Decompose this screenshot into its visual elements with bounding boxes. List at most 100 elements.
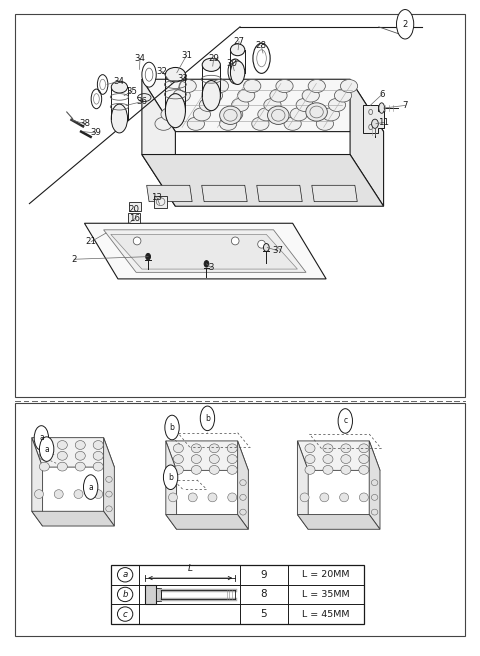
Ellipse shape xyxy=(199,98,216,112)
Ellipse shape xyxy=(219,117,237,131)
Text: 2: 2 xyxy=(71,255,77,264)
Ellipse shape xyxy=(323,466,333,474)
Ellipse shape xyxy=(227,466,237,474)
Ellipse shape xyxy=(230,44,245,56)
Ellipse shape xyxy=(372,480,378,485)
Text: 6: 6 xyxy=(379,90,385,99)
Ellipse shape xyxy=(57,462,67,471)
Polygon shape xyxy=(369,441,380,529)
Ellipse shape xyxy=(264,98,281,112)
Text: 30: 30 xyxy=(227,59,238,68)
Text: b: b xyxy=(205,414,210,423)
Polygon shape xyxy=(147,185,192,201)
Text: 32: 32 xyxy=(156,67,168,76)
Bar xyxy=(15,403,465,636)
Text: 5: 5 xyxy=(261,609,267,619)
Ellipse shape xyxy=(335,89,352,102)
Text: a: a xyxy=(122,570,128,579)
Ellipse shape xyxy=(187,117,204,131)
Ellipse shape xyxy=(220,106,241,125)
Ellipse shape xyxy=(238,89,255,102)
Ellipse shape xyxy=(39,441,49,449)
Ellipse shape xyxy=(93,451,103,461)
Text: 35: 35 xyxy=(127,87,138,96)
Ellipse shape xyxy=(84,475,98,499)
Ellipse shape xyxy=(228,493,237,502)
Text: a: a xyxy=(88,483,93,491)
Ellipse shape xyxy=(93,441,103,449)
Ellipse shape xyxy=(209,444,219,453)
Ellipse shape xyxy=(39,437,54,461)
Text: a: a xyxy=(39,434,44,443)
Ellipse shape xyxy=(192,444,201,453)
Text: b: b xyxy=(122,590,128,599)
Ellipse shape xyxy=(379,103,384,113)
Ellipse shape xyxy=(146,253,151,260)
Polygon shape xyxy=(166,441,177,529)
Polygon shape xyxy=(350,79,384,206)
Text: 9: 9 xyxy=(261,570,267,580)
Ellipse shape xyxy=(142,62,156,87)
Ellipse shape xyxy=(227,455,237,464)
Ellipse shape xyxy=(300,493,309,502)
Ellipse shape xyxy=(118,587,133,602)
Polygon shape xyxy=(104,438,114,526)
Polygon shape xyxy=(298,514,380,529)
Ellipse shape xyxy=(230,61,245,85)
Ellipse shape xyxy=(306,103,327,121)
Ellipse shape xyxy=(165,415,179,440)
Ellipse shape xyxy=(323,444,333,453)
Text: 13: 13 xyxy=(151,193,162,201)
Ellipse shape xyxy=(168,493,178,502)
Ellipse shape xyxy=(161,108,178,121)
Ellipse shape xyxy=(74,489,83,499)
Ellipse shape xyxy=(231,237,239,245)
Ellipse shape xyxy=(204,260,209,267)
Ellipse shape xyxy=(360,493,368,502)
Ellipse shape xyxy=(226,108,243,121)
Ellipse shape xyxy=(192,466,201,474)
Polygon shape xyxy=(111,234,298,269)
Ellipse shape xyxy=(155,117,172,131)
Ellipse shape xyxy=(296,98,313,112)
Polygon shape xyxy=(202,185,247,201)
Polygon shape xyxy=(238,441,248,529)
Text: 29: 29 xyxy=(208,54,219,63)
Ellipse shape xyxy=(252,117,269,131)
Ellipse shape xyxy=(258,108,275,121)
Bar xyxy=(145,584,156,604)
Ellipse shape xyxy=(111,81,128,93)
Text: L = 35MM: L = 35MM xyxy=(302,590,350,599)
Ellipse shape xyxy=(267,106,289,125)
Ellipse shape xyxy=(308,79,325,92)
Ellipse shape xyxy=(340,493,348,502)
Text: 31: 31 xyxy=(181,51,192,60)
Text: 8: 8 xyxy=(261,590,267,600)
Bar xyxy=(154,195,167,207)
Ellipse shape xyxy=(165,94,185,128)
Text: 27: 27 xyxy=(234,37,244,46)
Ellipse shape xyxy=(54,489,63,499)
Ellipse shape xyxy=(359,444,369,453)
Ellipse shape xyxy=(328,98,346,112)
Ellipse shape xyxy=(208,493,217,502)
Ellipse shape xyxy=(165,68,185,82)
Ellipse shape xyxy=(302,89,319,102)
Ellipse shape xyxy=(372,495,378,501)
Ellipse shape xyxy=(193,108,211,121)
Ellipse shape xyxy=(200,406,215,430)
Ellipse shape xyxy=(202,58,220,72)
Polygon shape xyxy=(32,511,114,526)
Ellipse shape xyxy=(227,444,237,453)
Ellipse shape xyxy=(202,81,220,111)
Ellipse shape xyxy=(359,455,369,464)
Ellipse shape xyxy=(205,89,223,102)
Ellipse shape xyxy=(372,509,378,515)
Ellipse shape xyxy=(188,493,197,502)
Text: b: b xyxy=(168,473,173,482)
Text: c: c xyxy=(123,609,128,619)
Ellipse shape xyxy=(338,409,352,433)
Ellipse shape xyxy=(231,98,249,112)
Ellipse shape xyxy=(244,79,261,92)
Ellipse shape xyxy=(106,491,112,497)
